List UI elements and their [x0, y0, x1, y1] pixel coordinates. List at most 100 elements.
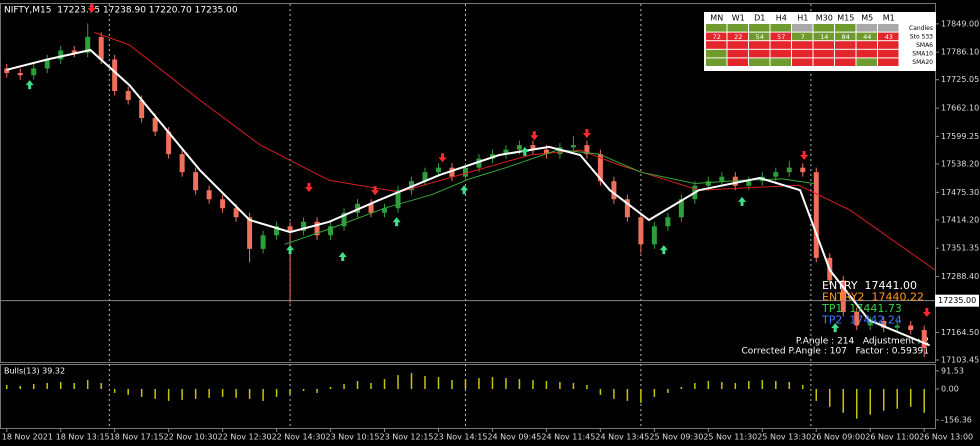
dashboard-column: M15	[837, 14, 854, 23]
entry-label: ENTRY2 17440.22	[822, 291, 924, 304]
candle-body	[516, 145, 522, 150]
candle-body	[624, 199, 630, 218]
dashboard-column: MN	[710, 14, 723, 23]
candle-body	[44, 59, 50, 69]
dashboard-cell	[770, 24, 791, 32]
candle-body	[382, 208, 388, 213]
buy-arrow	[460, 185, 469, 195]
sell-arrow	[922, 307, 931, 317]
candle-body	[854, 311, 860, 326]
candle-body	[355, 203, 361, 213]
dashboard-cell	[770, 49, 791, 58]
dashboard-cell	[749, 32, 770, 41]
indicator-y-tick-label: 91.53	[941, 366, 964, 375]
y-tick-label: 17103.45	[941, 355, 979, 364]
y-tick-label: 17351.35	[941, 244, 979, 253]
dashboard-cell	[770, 32, 791, 41]
moving-average	[94, 31, 936, 271]
dashboard-value: 84	[842, 33, 850, 41]
indicator-pane-border	[0, 364, 936, 429]
y-tick-label: 17599.25	[941, 132, 979, 141]
candle-body	[328, 226, 334, 236]
candle-body	[908, 325, 914, 330]
candle-body	[179, 154, 185, 173]
candle-body	[274, 226, 280, 236]
x-tick-label: 25 Nov 11:30	[703, 433, 757, 442]
candle-body	[813, 172, 819, 258]
candle-body	[638, 217, 644, 245]
y-tick-label: 17538.20	[941, 159, 979, 168]
candle-body	[921, 329, 927, 349]
dashboard-cell	[878, 24, 899, 32]
dashboard-cell	[706, 49, 727, 58]
dashboard-cell	[770, 58, 791, 66]
sell-arrow	[304, 183, 313, 193]
dashboard-cell	[856, 49, 877, 58]
dashboard-cell	[749, 58, 770, 66]
dashboard-value: 72	[713, 33, 721, 41]
dashboard-column: M30	[816, 14, 833, 23]
buy-arrow	[392, 217, 401, 227]
sell-arrow	[438, 153, 447, 163]
x-tick-label: 22 Nov 10:30	[164, 433, 218, 442]
buy-arrow	[286, 245, 295, 255]
buy-arrow	[738, 196, 747, 206]
indicator-label: Bulls(13) 39.32	[4, 367, 65, 376]
moving-average	[6, 48, 930, 347]
dashboard-row-label: SMA20	[912, 59, 933, 66]
candle-body	[894, 325, 900, 328]
dashboard-value: 22	[734, 33, 742, 41]
candle-body	[651, 226, 657, 245]
dashboard-cell	[835, 32, 856, 41]
candle-body	[368, 203, 374, 213]
candle-body	[840, 280, 846, 312]
entry-label: TP1 17441.73	[821, 302, 902, 315]
dashboard-value: 14	[820, 33, 828, 41]
candle-body	[665, 217, 671, 227]
candle-body	[435, 167, 441, 173]
last-price-label: 17235.00	[938, 296, 976, 305]
dashboard-row-label: SMA10	[912, 51, 933, 58]
dashboard-cell	[706, 32, 727, 41]
dashboard-cell	[813, 24, 834, 32]
x-tick-label: 26 Nov 09:00	[811, 433, 865, 442]
candle-body	[206, 190, 212, 200]
y-tick-label: 17662.10	[941, 104, 979, 113]
dashboard-cell	[749, 49, 770, 58]
corrected-angle-text: Corrected P.Angle : 107 Factor : 0.59391	[742, 347, 930, 357]
dashboard-column: W1	[732, 14, 745, 23]
y-tick-label: 17849.00	[941, 19, 979, 28]
candle-body	[31, 68, 37, 76]
candle-body	[98, 36, 104, 60]
dashboard-cell	[878, 32, 899, 41]
dashboard-cell	[813, 58, 834, 66]
x-tick-label: 22 Nov 14:30	[272, 433, 326, 442]
y-tick-label: 17725.05	[941, 75, 979, 84]
x-tick-label: 18 Nov 2021	[2, 433, 53, 442]
candle-body	[71, 50, 77, 53]
indicator-y-tick-label: 0.00	[941, 384, 959, 393]
sell-arrow	[371, 186, 380, 196]
candle-body	[746, 181, 752, 186]
x-tick-label: 24 Nov 09:45	[487, 433, 541, 442]
angle-text: P.Angle : 214 Adjustment : 2	[796, 337, 929, 347]
candle-body	[301, 221, 307, 231]
candle-body	[395, 190, 401, 209]
candle-body	[530, 145, 536, 150]
dashboard-cell	[727, 24, 748, 32]
buy-arrow	[25, 80, 34, 90]
sell-arrow	[87, 4, 96, 14]
symbol-header: NIFTY,M15 17223.75 17238.90 17220.70 172…	[4, 6, 238, 16]
dashboard-cell	[835, 41, 856, 49]
candle-body	[773, 172, 779, 177]
candle-body	[800, 167, 806, 173]
candle-body	[341, 212, 347, 227]
dashboard-cell	[813, 32, 834, 41]
dashboard-column: M1	[883, 14, 895, 23]
dashboard-cell	[727, 49, 748, 58]
dashboard-cell	[835, 58, 856, 66]
dashboard-cell	[792, 24, 813, 32]
sell-arrow	[800, 151, 809, 161]
dashboard-cell	[878, 49, 899, 58]
